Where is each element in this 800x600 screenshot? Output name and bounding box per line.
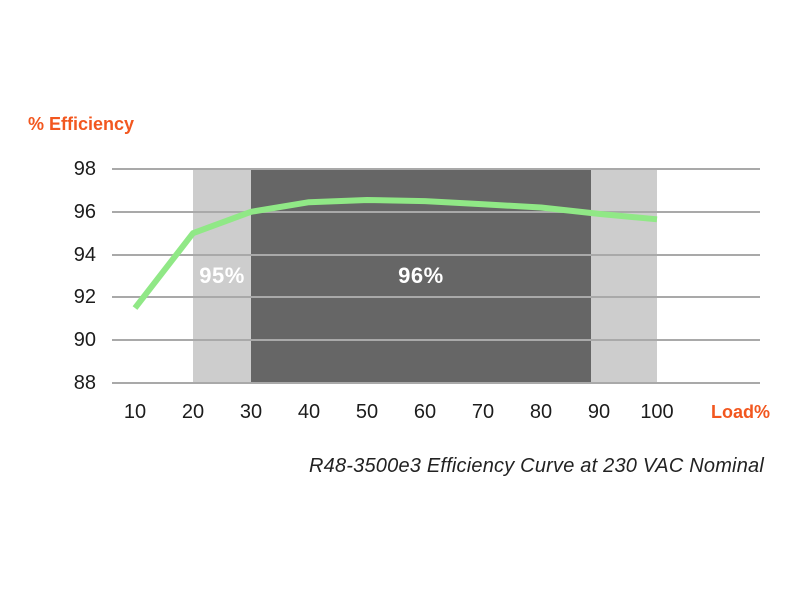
chart-caption: R48-3500e3 Efficiency Curve at 230 VAC N… (309, 455, 764, 477)
gridline-y-98 (112, 168, 760, 170)
gridline-y-94 (112, 253, 760, 256)
x-tick-label-40: 40 (297, 401, 321, 423)
zone-label: 96% (398, 263, 444, 288)
gridline-y-92 (112, 296, 760, 299)
gridline-y-88 (112, 382, 760, 384)
y-tick-label-88: 88 (73, 372, 96, 394)
efficiency-zone-band-1: 96% (251, 169, 591, 383)
x-axis-title: Load% (711, 402, 771, 422)
y-axis-title: % Efficiency (28, 114, 135, 134)
y-tick-label-96: 96 (73, 200, 96, 223)
gridline-y-96 (112, 210, 760, 213)
zone-label: 95% (199, 263, 245, 288)
gridline-y-90 (112, 339, 760, 342)
y-tick-label-92: 92 (73, 286, 96, 309)
y-tick-label-98: 98 (73, 158, 96, 180)
x-tick-label-60: 60 (413, 401, 437, 423)
efficiency-zone-band-0: 95% (193, 169, 251, 383)
y-tick-label-90: 90 (73, 329, 96, 352)
x-tick-label-70: 70 (471, 401, 495, 423)
x-tick-label-20: 20 (181, 401, 205, 423)
efficiency-zone-band-2 (590, 169, 657, 383)
x-tick-label-10: 10 (123, 401, 147, 423)
x-tick-label-30: 30 (239, 401, 263, 423)
y-tick-label-94: 94 (73, 243, 96, 266)
x-tick-label-90: 90 (587, 401, 611, 423)
x-tick-label-50: 50 (355, 401, 379, 423)
x-tick-label-100: 100 (640, 401, 674, 423)
x-tick-label-80: 80 (529, 401, 553, 423)
